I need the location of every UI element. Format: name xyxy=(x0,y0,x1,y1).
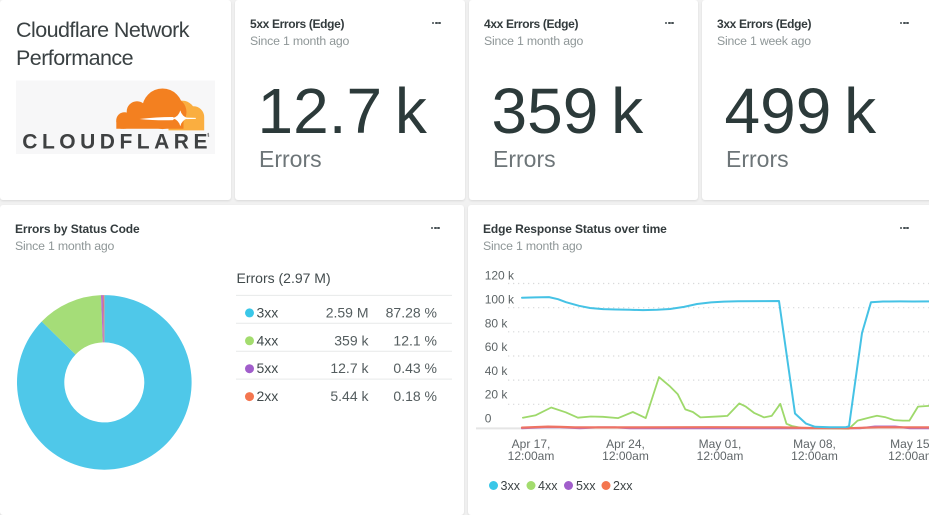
svg-text:CLOUDFLARE: CLOUDFLARE xyxy=(22,131,212,154)
svg-text:5.44 k: 5.44 k xyxy=(330,388,369,404)
svg-text:5xx: 5xx xyxy=(257,360,279,376)
svg-text:Apr 17,: Apr 17, xyxy=(512,437,551,451)
svg-text:May 15,: May 15, xyxy=(890,437,929,451)
svg-text:12.7 k: 12.7 k xyxy=(330,360,369,376)
svg-text:87.28 %: 87.28 % xyxy=(386,304,437,320)
svg-text:May 08,: May 08, xyxy=(793,437,836,451)
svg-text:May 01,: May 01, xyxy=(699,437,742,451)
svg-text:2.59 M: 2.59 M xyxy=(326,304,369,320)
svg-text:12:00am: 12:00am xyxy=(508,449,555,463)
svg-text:12:00am: 12:00am xyxy=(602,449,649,463)
svg-text:60 k: 60 k xyxy=(485,340,509,354)
svg-text:Apr 24,: Apr 24, xyxy=(606,437,645,451)
svg-text:12.1 %: 12.1 % xyxy=(393,332,437,348)
svg-text:4xx: 4xx xyxy=(257,332,279,348)
svg-text:20 k: 20 k xyxy=(485,388,509,402)
svg-text:3xx: 3xx xyxy=(501,479,521,493)
svg-text:2xx: 2xx xyxy=(613,479,633,493)
svg-text:5xx: 5xx xyxy=(576,479,596,493)
svg-text:120 k: 120 k xyxy=(485,269,515,283)
svg-text:0.43 %: 0.43 % xyxy=(393,360,437,376)
svg-text:Errors (2.97 M): Errors (2.97 M) xyxy=(237,270,331,286)
svg-text:12:00am: 12:00am xyxy=(791,449,838,463)
svg-text:359 k: 359 k xyxy=(334,332,369,348)
svg-text:3xx: 3xx xyxy=(257,304,279,320)
svg-text:100 k: 100 k xyxy=(485,293,515,307)
svg-text:4xx: 4xx xyxy=(538,479,558,493)
svg-text:0: 0 xyxy=(485,412,492,426)
svg-text:80 k: 80 k xyxy=(485,316,509,330)
svg-text:12:00am: 12:00am xyxy=(888,449,929,463)
svg-text:12:00am: 12:00am xyxy=(697,449,744,463)
svg-text:2xx: 2xx xyxy=(257,388,279,404)
svg-text:0.18 %: 0.18 % xyxy=(393,388,437,404)
svg-text:40 k: 40 k xyxy=(485,364,509,378)
